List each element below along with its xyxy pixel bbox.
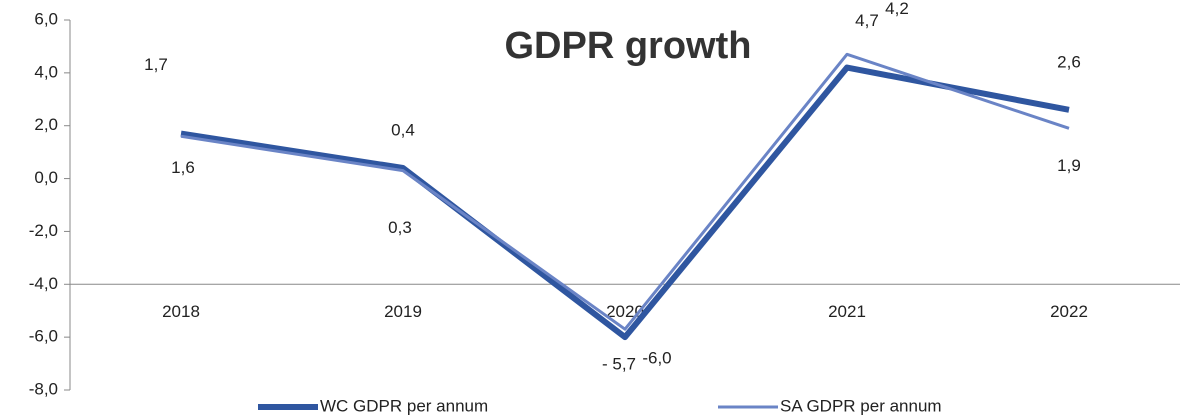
legend-label: WC GDPR per annum bbox=[320, 396, 488, 415]
y-tick-label: 4,0 bbox=[34, 62, 58, 81]
legend-label: SA GDPR per annum bbox=[780, 396, 942, 415]
data-label: 4,2 bbox=[885, 0, 909, 18]
y-tick-label: 6,0 bbox=[34, 9, 58, 28]
y-tick-label: -6,0 bbox=[29, 327, 58, 346]
series-line bbox=[180, 52, 1070, 331]
data-label: 4,7 bbox=[855, 11, 879, 30]
data-label: 1,6 bbox=[171, 158, 195, 177]
x-tick-label: 2019 bbox=[384, 302, 422, 321]
y-tick-label: 2,0 bbox=[34, 115, 58, 134]
data-label: 1,7 bbox=[144, 55, 168, 74]
data-label: 0,3 bbox=[388, 218, 412, 237]
x-tick-label: 2021 bbox=[828, 302, 866, 321]
series-line bbox=[180, 64, 1070, 341]
data-label: - 5,7 bbox=[602, 355, 636, 374]
y-tick-label: -8,0 bbox=[29, 379, 58, 398]
x-tick-label: 2018 bbox=[162, 302, 200, 321]
data-label: 2,6 bbox=[1057, 52, 1081, 71]
data-label: 1,9 bbox=[1057, 156, 1081, 175]
y-tick-label: -4,0 bbox=[29, 274, 58, 293]
x-tick-label: 2022 bbox=[1050, 302, 1088, 321]
chart-title: GDPR growth bbox=[505, 25, 752, 67]
y-tick-label: -2,0 bbox=[29, 221, 58, 240]
data-label: -6,0 bbox=[642, 349, 671, 368]
data-label: 0,4 bbox=[391, 120, 415, 139]
y-tick-label: 0,0 bbox=[34, 168, 58, 187]
